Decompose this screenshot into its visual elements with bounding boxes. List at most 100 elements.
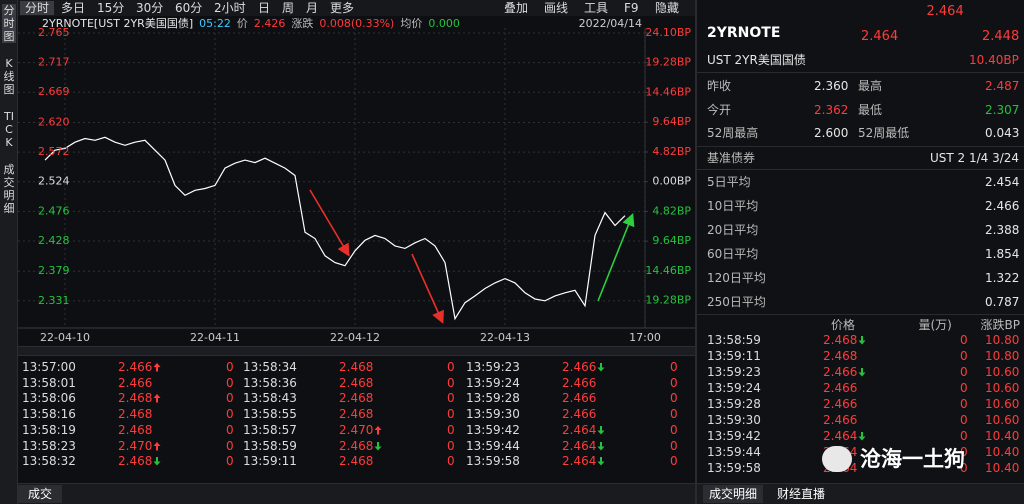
bid-price: 2.464 xyxy=(861,29,899,44)
side-tab[interactable]: 分时图 xyxy=(2,4,16,43)
toolbar-button[interactable]: 工具 xyxy=(584,1,609,15)
average-label: 5日平均 xyxy=(707,175,751,189)
toolbar-button[interactable]: 2小时 xyxy=(214,1,246,15)
bottom-bar-right xyxy=(697,483,1024,504)
average-value: 2.466 xyxy=(985,199,1020,213)
toolbar-button[interactable]: 叠加 xyxy=(504,1,529,15)
header-date: 2022/04/14 xyxy=(579,17,642,30)
toolbar-button[interactable]: 更多 xyxy=(330,1,355,15)
stat-label: 52周最低 xyxy=(858,126,910,140)
tick-volume: 0 xyxy=(670,422,678,437)
stat-value: 2.307 xyxy=(985,102,1020,117)
average-label: 250日平均 xyxy=(707,295,766,309)
watermark-icon xyxy=(822,446,852,472)
tick-time: 13:58:23 xyxy=(22,438,76,453)
trend-arrow xyxy=(858,368,866,377)
trade-change: 10.80 xyxy=(985,349,1020,363)
panel-tab[interactable]: 成交明细 xyxy=(703,485,764,503)
header-price: 2.426 xyxy=(254,17,286,30)
divider xyxy=(695,0,697,504)
tick-volume: 0 xyxy=(670,407,678,422)
trend-arrow xyxy=(597,441,605,450)
stat-label: 52周最高 xyxy=(707,126,759,140)
y2-tick-label: 4.82BP xyxy=(652,145,691,158)
y2-tick-label: 14.46BP xyxy=(645,264,691,277)
toolbar-button[interactable]: 画线 xyxy=(544,1,569,15)
bottom-tab[interactable]: 成交 xyxy=(18,485,63,503)
tick-price: 2.466 xyxy=(118,360,153,374)
tick-volume: 0 xyxy=(226,360,234,374)
stat-label: 最低 xyxy=(858,102,883,117)
trade-time: 13:59:28 xyxy=(707,397,761,411)
tick-time: 13:59:58 xyxy=(466,454,520,469)
side-tab[interactable]: K线图 xyxy=(3,57,15,96)
header-avg: 0.000 xyxy=(428,17,460,30)
toolbar-button[interactable]: 隐藏 xyxy=(655,1,680,15)
tick-time: 13:58:34 xyxy=(243,360,297,374)
trade-volume: 0 xyxy=(960,333,968,347)
side-tab[interactable]: TICK xyxy=(4,110,14,149)
tick-time: 13:58:32 xyxy=(22,454,76,469)
x-tick-label: 22-04-11 xyxy=(190,331,240,344)
header-time: 05:22 xyxy=(199,17,231,30)
trades-header: 量(万) xyxy=(918,318,952,332)
toolbar-button[interactable]: 多日 xyxy=(61,1,86,15)
y2-tick-label: 0.00BP xyxy=(652,175,691,188)
tick-volume: 0 xyxy=(447,391,455,406)
tick-time: 13:58:59 xyxy=(243,438,297,453)
header-change-label: 涨跌 xyxy=(291,16,313,30)
trade-price: 2.468 xyxy=(823,333,858,347)
y2-tick-label: 9.64BP xyxy=(652,115,691,128)
average-value: 1.854 xyxy=(985,247,1020,261)
trade-volume: 0 xyxy=(960,461,968,475)
trend-arrow xyxy=(153,363,161,372)
tick-price: 2.470 xyxy=(339,422,374,437)
trade-volume: 0 xyxy=(960,445,968,459)
trend-arrow xyxy=(597,425,605,435)
trend-arrow xyxy=(858,336,866,345)
right-panel xyxy=(697,0,1024,504)
tick-price: 2.464 xyxy=(562,454,597,469)
trades-header: 涨跌BP xyxy=(980,318,1020,332)
toolbar-button[interactable]: 60分 xyxy=(175,1,203,15)
annotation-arrow xyxy=(411,253,444,324)
trade-change: 10.60 xyxy=(985,365,1020,379)
toolbar-button[interactable]: 30分 xyxy=(136,1,164,15)
panel-tab[interactable]: 财经直播 xyxy=(777,487,826,501)
toolbar-button[interactable]: 分时 xyxy=(20,1,55,15)
instrument-name: 2YRNOTE xyxy=(707,25,781,41)
trade-time: 13:58:59 xyxy=(707,333,761,347)
x-tick-label: 22-04-12 xyxy=(330,331,380,344)
tick-time: 13:58:36 xyxy=(243,375,297,390)
toolbar-button[interactable]: 周 xyxy=(282,1,295,15)
stat-label: 最高 xyxy=(858,79,883,93)
toolbar-button[interactable]: 月 xyxy=(306,1,319,15)
toolbar-button[interactable]: 日 xyxy=(258,1,271,15)
annotation-arrow xyxy=(597,213,635,302)
average-value: 1.322 xyxy=(985,271,1020,285)
tick-volume: 0 xyxy=(447,407,455,422)
trend-arrow xyxy=(153,441,161,450)
y-tick-label: 2.476 xyxy=(38,204,70,217)
tick-time: 13:58:01 xyxy=(22,375,76,390)
tick-time: 13:59:23 xyxy=(466,360,520,374)
tick-volume: 0 xyxy=(670,391,678,406)
trade-volume: 0 xyxy=(960,413,968,427)
ask-price: 2.448 xyxy=(982,29,1020,44)
toolbar-button[interactable]: 15分 xyxy=(97,1,125,15)
trend-arrow xyxy=(858,432,866,441)
trade-time: 13:59:42 xyxy=(707,429,761,443)
tick-price: 2.466 xyxy=(562,375,597,390)
tick-price: 2.470 xyxy=(118,438,153,453)
side-tab[interactable]: 成交明细 xyxy=(3,163,15,215)
trade-price: 2.464 xyxy=(823,429,858,443)
top-bar xyxy=(18,0,695,16)
trade-change: 10.40 xyxy=(985,429,1020,443)
trend-arrow xyxy=(153,457,161,466)
trades-header: 价格 xyxy=(831,318,856,332)
separator xyxy=(697,169,1024,170)
trade-volume: 0 xyxy=(960,397,968,411)
trend-arrow xyxy=(597,363,605,372)
toolbar-button[interactable]: F9 xyxy=(624,1,639,15)
